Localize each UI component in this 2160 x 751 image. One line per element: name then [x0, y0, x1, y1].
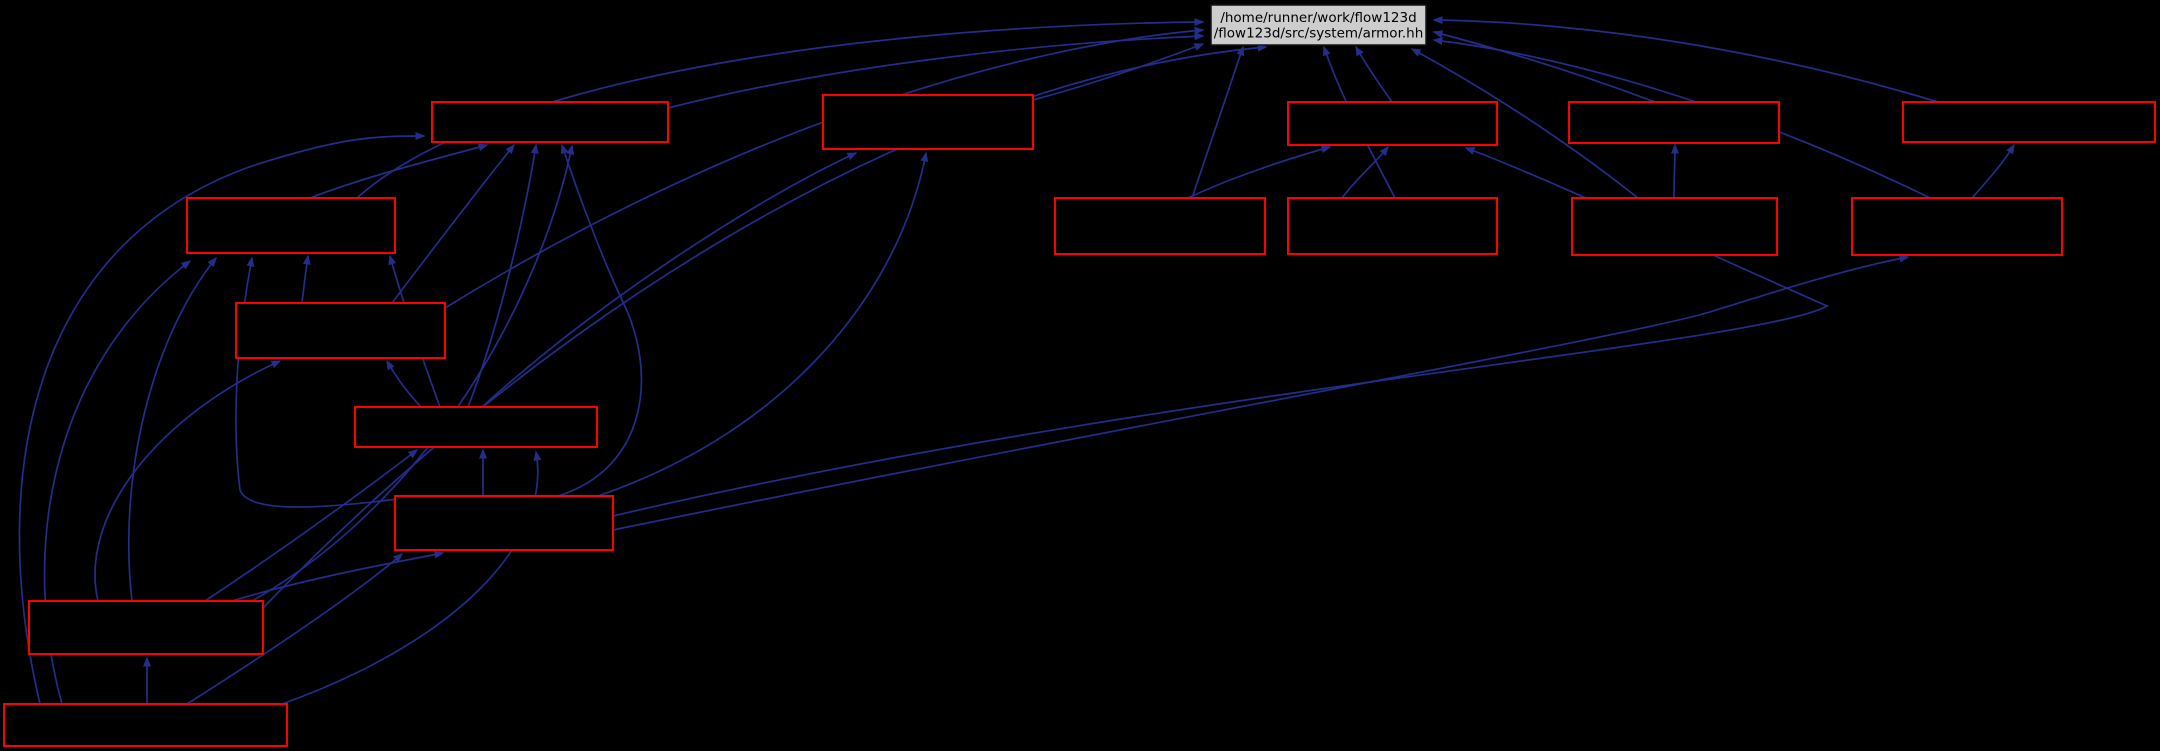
- graph-edge-L-to-A: [467, 143, 539, 408]
- graph-node-O[interactable]: [3, 703, 288, 747]
- graph-node-A[interactable]: [431, 101, 669, 143]
- graph-edge-K-to-F: [301, 254, 311, 304]
- graph-edge-I-to-D: [1670, 143, 1679, 199]
- graph-edge-J-to-E: [1971, 143, 2015, 199]
- graph-node-L[interactable]: [354, 406, 598, 448]
- root-node[interactable]: /home/runner/work/flow123d/flow123d/src/…: [1210, 4, 1427, 46]
- graph-edge-N-to-K: [94, 360, 282, 602]
- graph-edge-J-to-root: [1432, 37, 1931, 199]
- graph-edge-N-to-F: [127, 256, 217, 602]
- graph-edge-N-to-A: [251, 144, 575, 602]
- graph-node-C[interactable]: [1287, 101, 1498, 146]
- graph-edge-F-to-A: [309, 143, 489, 199]
- graph-edge-E-to-root: [1432, 16, 1939, 103]
- graph-node-N[interactable]: [28, 600, 264, 655]
- graph-node-I[interactable]: [1571, 197, 1778, 256]
- graph-node-D[interactable]: [1568, 101, 1780, 144]
- graph-edge-F-to-root: [356, 18, 1205, 199]
- graph-edge-L-to-B: [481, 152, 858, 408]
- graph-edge-O-to-A: [18, 132, 426, 705]
- graph-node-G[interactable]: [1054, 197, 1266, 255]
- graph-edge-C-to-root: [1355, 45, 1393, 103]
- graph-node-J[interactable]: [1851, 197, 2063, 256]
- root-node-label-line-2: /flow123d/src/system/armor.hh: [1214, 26, 1424, 42]
- graph-node-M[interactable]: [394, 495, 614, 551]
- graph-node-B[interactable]: [822, 94, 1034, 150]
- graph-node-F[interactable]: [186, 197, 396, 254]
- graph-edge-G-to-root: [1191, 45, 1245, 199]
- graph-edge-M-to-B: [597, 151, 929, 497]
- graph-edge-H-to-C: [1341, 145, 1389, 199]
- graph-node-H[interactable]: [1287, 197, 1498, 255]
- graph-edge-N-to-M: [231, 550, 445, 602]
- graph-edge-D-to-root: [1432, 30, 1656, 103]
- graph-edge-I-to-root: [1410, 48, 1639, 199]
- graph-edge-L-to-K: [386, 359, 422, 408]
- graph-edge-O-to-M: [186, 553, 404, 705]
- graph-edge-N-to-L: [204, 449, 419, 602]
- graph-node-E[interactable]: [1902, 101, 2156, 143]
- graph-node-K[interactable]: [235, 302, 446, 359]
- root-node-label-line-1: /home/runner/work/flow123d: [1220, 10, 1416, 26]
- graph-edge-B-to-root: [1032, 43, 1205, 101]
- graph-edge-M-to-F: [235, 256, 399, 508]
- graph-edge-N-to-root: [262, 43, 1268, 609]
- graph-edge-A-to-root: [667, 32, 1205, 109]
- graph-edge-K-to-A: [391, 143, 515, 304]
- graph-edge-M-to-A: [557, 143, 643, 497]
- graph-edge-M-to-J: [612, 254, 1910, 531]
- graph-edge-O-to-L: [281, 450, 542, 705]
- graph-edge-G-to-C: [1187, 145, 1332, 199]
